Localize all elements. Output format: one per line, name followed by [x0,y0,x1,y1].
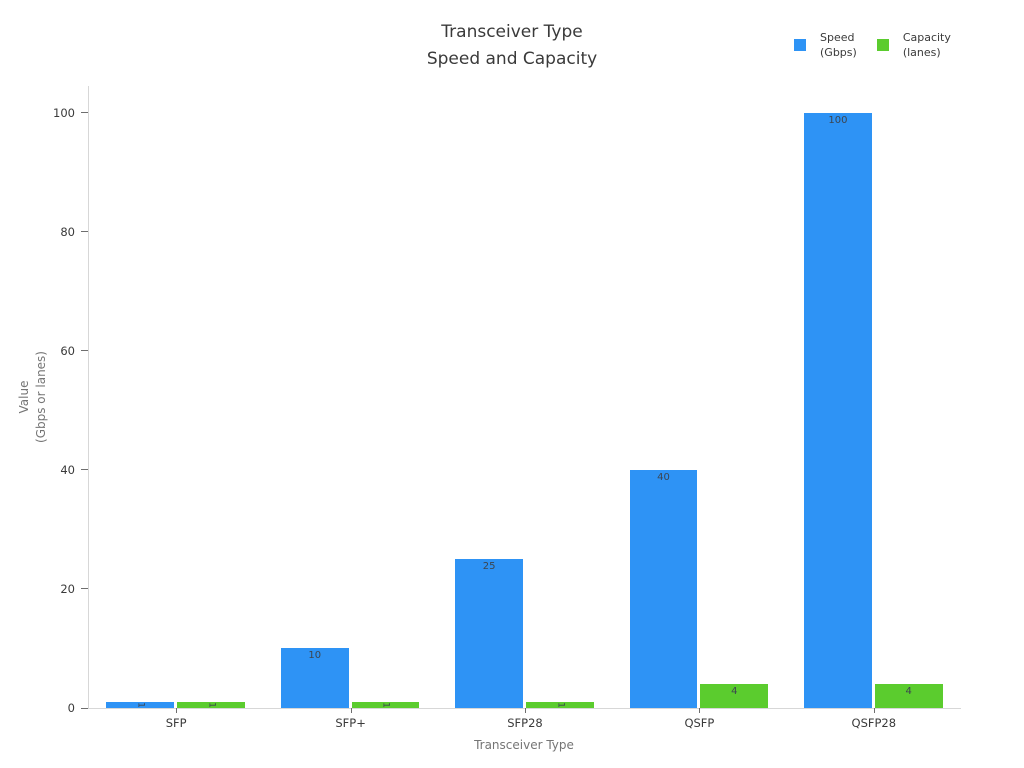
bar-capacity-qsfp: 4 [700,684,769,708]
plot-area: 1 10 25 40 100 1 1 1 4 4 SFP SFP+ SFP28 QSFP QSFP28 0 20… [53,86,961,730]
y-tick-label-0: 0 [67,701,75,715]
bar-capacity-sfp: 1 [177,702,245,708]
legend-swatch-capacity-icon [876,39,889,51]
bar-speed-sfp: 1 [106,702,175,708]
y-tick-label-100: 100 [53,105,75,120]
legend-label-speed: Speed (Gbps) [820,31,857,59]
x-tick-label-sfp: SFP [165,716,187,730]
y-tick-mark [81,588,88,590]
legend-item-capacity: Capacity (lanes) [876,30,951,60]
bar-speed-sfp28: 25 [455,559,523,708]
x-tick-mark [699,708,701,713]
bar-speed-qsfp: 40 [629,470,698,708]
bar-value-label: 100 [828,115,848,126]
y-tick-mark [81,469,88,471]
x-tick-label-qsfp28: QSFP28 [851,716,897,730]
y-tick-mark [81,112,88,114]
x-tick-mark [873,708,875,713]
bar-value-label: 1 [206,702,217,708]
bar-value-label: 40 [657,472,670,483]
bar-value-label: 1 [135,702,146,708]
bar-capacity-sfpplus: 1 [351,702,420,708]
y-tick-mark [81,231,88,233]
y-tick-mark [81,350,88,352]
bar-value-label: 1 [555,702,566,708]
legend-label-capacity: Capacity (lanes) [902,31,951,59]
bar-value-label: 25 [482,561,496,572]
y-tick-label-60: 60 [60,343,75,358]
y-tick-mark [81,707,88,709]
bar-value-label: 10 [308,650,322,661]
y-tick-label-20: 20 [60,581,75,596]
bar-value-label: 4 [905,686,912,697]
bar-speed-sfpplus: 10 [280,648,349,708]
legend-swatch-speed-icon [794,39,806,51]
x-tick-label-qsfp: QSFP [684,716,715,730]
bar-value-label: 4 [731,686,738,697]
x-tick-label-sfp28: SFP28 [507,716,543,730]
y-tick-label-40: 40 [60,462,75,477]
x-tick-mark [350,708,352,713]
x-tick-mark [176,708,178,713]
y-tick-label-80: 80 [60,224,75,239]
legend: Speed (Gbps) Capacity (lanes) [794,30,951,60]
x-tick-mark [525,708,526,713]
bar-value-label: 1 [380,702,391,708]
chart-title: Transceiver Type Speed and Capacity [426,22,598,69]
y-axis-title: Value (Gbps or lanes) [17,351,48,443]
x-axis-title: Transceiver Type [474,738,574,752]
legend-item-speed: Speed (Gbps) [794,30,857,60]
x-tick-label-sfpplus: SFP+ [335,716,366,730]
bar-speed-qsfp28: 100 [804,113,872,708]
bar-capacity-qsfp28: 4 [874,684,943,708]
bar-capacity-sfp28: 1 [526,702,594,708]
